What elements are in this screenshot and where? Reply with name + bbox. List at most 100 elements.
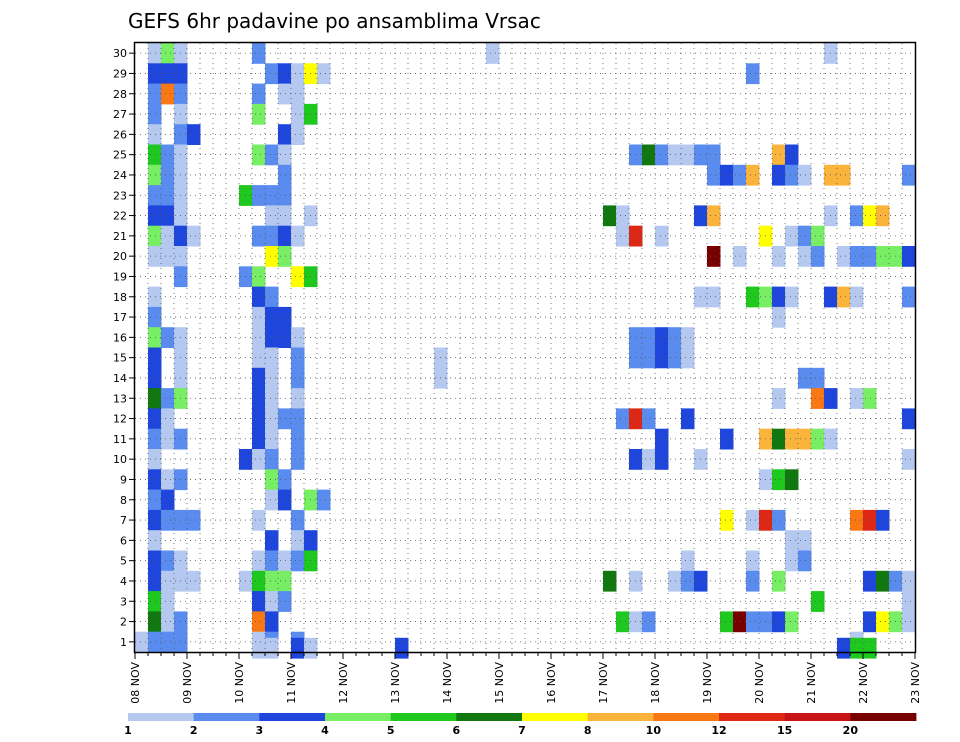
legend-swatch (193, 713, 260, 721)
heatmap-cell (187, 225, 201, 247)
heatmap-cell (850, 246, 864, 267)
heatmap-cell (265, 225, 279, 247)
heatmap-cell (902, 286, 916, 308)
x-tick-label: 13 NOV (389, 662, 402, 704)
heatmap-cell (252, 570, 266, 592)
heatmap-cell (148, 449, 162, 470)
heatmap-cell (798, 550, 812, 572)
heatmap-cell (265, 367, 279, 389)
heatmap-cell (746, 63, 760, 85)
heatmap-cell (720, 509, 734, 531)
heatmap-cell (252, 347, 266, 369)
heatmap-cell (681, 550, 695, 572)
heatmap-cell (265, 144, 279, 166)
heatmap-cell (902, 164, 916, 186)
heatmap-cell (616, 408, 630, 430)
heatmap-cell (252, 550, 266, 572)
heatmap-cell (707, 286, 721, 308)
heatmap-cell (746, 550, 760, 572)
y-tick-label: 21 (113, 230, 127, 243)
x-tick-label: 08 NOV (129, 662, 142, 704)
heatmap-cell (278, 63, 292, 85)
legend-label: 1 (124, 724, 132, 737)
heatmap-cell (876, 509, 890, 531)
heatmap-cell (161, 489, 175, 511)
heatmap-cell (681, 347, 695, 369)
y-tick-label: 26 (113, 128, 127, 141)
heatmap-cell (265, 246, 279, 267)
heatmap-cell (317, 63, 331, 85)
color-legend: 1 2 3 4 5 6 7 8 10 12 15 20 (124, 713, 917, 737)
heatmap-cell (161, 550, 175, 572)
heatmap-cell (785, 225, 799, 247)
heatmap-cell (252, 43, 266, 64)
legend-swatch (128, 713, 195, 721)
heatmap-cell (772, 286, 786, 308)
heatmap-cell (252, 144, 266, 166)
legend-swatch (587, 713, 654, 721)
heatmap-cell (265, 63, 279, 85)
heatmap-cell (902, 449, 916, 470)
heatmap-cell (148, 611, 162, 633)
heatmap-cell (681, 327, 695, 348)
heatmap-cell (148, 428, 162, 450)
heatmap-cell (148, 63, 162, 85)
legend-label: 7 (518, 724, 526, 737)
heatmap-cell (785, 550, 799, 572)
heatmap-cell (681, 570, 695, 592)
heatmap-cell (265, 428, 279, 450)
heatmap-cell (161, 428, 175, 450)
heatmap-cell (798, 164, 812, 186)
heatmap-cell (772, 246, 786, 267)
heatmap-cell (291, 408, 305, 430)
heatmap-cell (616, 611, 630, 633)
heatmap-cell (668, 570, 682, 592)
y-tick-label: 3 (120, 595, 127, 608)
heatmap-cell (161, 408, 175, 430)
y-tick-label: 14 (113, 372, 127, 385)
heatmap-cell (161, 205, 175, 227)
legend-swatch (522, 713, 589, 721)
heatmap-cell (265, 306, 279, 328)
heatmap-cell (863, 509, 877, 531)
heatmap-cell (252, 266, 266, 288)
heatmap-cell (187, 570, 201, 592)
heatmap-cell (265, 185, 279, 206)
legend-swatch (325, 713, 392, 721)
y-tick-label: 29 (113, 67, 127, 80)
y-tick-label: 13 (113, 392, 127, 405)
heatmap-cell (265, 408, 279, 430)
heatmap-cell (252, 185, 266, 206)
heatmap-cell (798, 246, 812, 267)
heatmap-cell (655, 327, 669, 348)
heatmap-cell (161, 327, 175, 348)
heatmap-cell (837, 246, 851, 267)
heatmap-cell (278, 124, 292, 145)
y-tick-label: 27 (113, 108, 127, 121)
y-tick-label: 25 (113, 149, 127, 162)
heatmap-cell (876, 611, 890, 633)
heatmap-cell (902, 408, 916, 430)
heatmap-cell (486, 43, 500, 64)
y-tick-label: 10 (113, 453, 127, 466)
heatmap-cell (148, 185, 162, 206)
heatmap-cell (252, 408, 266, 430)
heatmap-cell (265, 286, 279, 308)
x-tick-label: 18 NOV (649, 662, 662, 704)
heatmap-cell (798, 225, 812, 247)
heatmap-cell (265, 637, 279, 659)
heatmap-cell (265, 570, 279, 592)
heatmap-cell (863, 388, 877, 409)
heatmap-cell (148, 103, 162, 125)
heatmap-cell (902, 591, 916, 612)
heatmap-cell (148, 408, 162, 430)
legend-swatch (719, 713, 786, 721)
heatmap-cell (161, 225, 175, 247)
legend-label: 4 (321, 724, 329, 737)
x-tick-label: 20 NOV (753, 662, 766, 704)
heatmap-cell (148, 246, 162, 267)
legend-label: 10 (646, 724, 662, 737)
legend-label: 20 (843, 724, 859, 737)
heatmap-cell (252, 637, 266, 659)
heatmap-cells (135, 43, 916, 659)
